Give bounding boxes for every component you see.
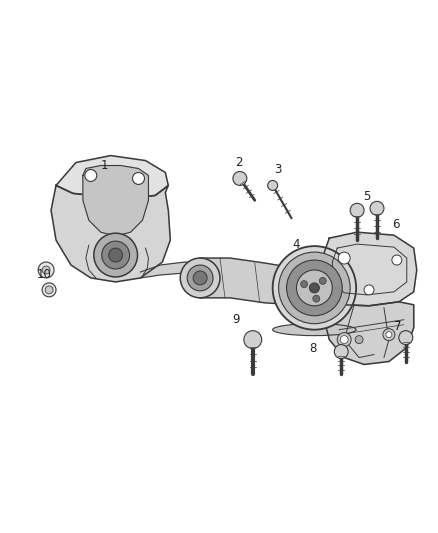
Circle shape xyxy=(350,203,364,217)
Text: 10: 10 xyxy=(37,268,52,281)
Circle shape xyxy=(286,260,342,316)
Circle shape xyxy=(337,333,351,346)
Circle shape xyxy=(193,271,207,285)
Circle shape xyxy=(297,270,332,306)
Circle shape xyxy=(42,266,50,274)
Circle shape xyxy=(386,332,392,337)
Ellipse shape xyxy=(273,324,356,336)
Circle shape xyxy=(233,172,247,185)
Polygon shape xyxy=(56,156,168,198)
Circle shape xyxy=(94,233,138,277)
Circle shape xyxy=(180,258,220,298)
Circle shape xyxy=(355,336,363,344)
Circle shape xyxy=(383,329,395,341)
Text: 3: 3 xyxy=(275,164,282,176)
Polygon shape xyxy=(324,295,414,365)
Circle shape xyxy=(279,252,350,324)
Circle shape xyxy=(319,277,326,284)
Circle shape xyxy=(338,252,350,264)
Text: 4: 4 xyxy=(293,238,300,251)
Circle shape xyxy=(109,248,123,262)
Circle shape xyxy=(85,169,97,181)
Polygon shape xyxy=(200,258,318,308)
Circle shape xyxy=(244,330,262,349)
Circle shape xyxy=(340,336,348,344)
Circle shape xyxy=(187,265,213,291)
Text: 6: 6 xyxy=(392,218,399,231)
Polygon shape xyxy=(324,232,417,306)
Circle shape xyxy=(268,181,278,190)
Polygon shape xyxy=(141,262,245,285)
Circle shape xyxy=(273,246,356,330)
Circle shape xyxy=(45,286,53,294)
Circle shape xyxy=(300,281,307,288)
Circle shape xyxy=(102,241,130,269)
Circle shape xyxy=(392,255,402,265)
Text: 8: 8 xyxy=(309,342,317,354)
Circle shape xyxy=(42,283,56,297)
Polygon shape xyxy=(51,185,170,282)
Text: 7: 7 xyxy=(394,320,401,333)
Circle shape xyxy=(334,345,348,359)
Circle shape xyxy=(313,295,320,302)
Circle shape xyxy=(133,173,145,184)
Text: 1: 1 xyxy=(101,158,108,172)
Text: 5: 5 xyxy=(363,190,371,204)
Circle shape xyxy=(364,285,374,295)
Circle shape xyxy=(370,201,384,215)
Text: 9: 9 xyxy=(232,313,240,326)
Circle shape xyxy=(38,262,54,278)
Circle shape xyxy=(399,330,413,345)
Polygon shape xyxy=(83,166,148,236)
Text: 2: 2 xyxy=(235,156,242,168)
Circle shape xyxy=(309,283,319,293)
